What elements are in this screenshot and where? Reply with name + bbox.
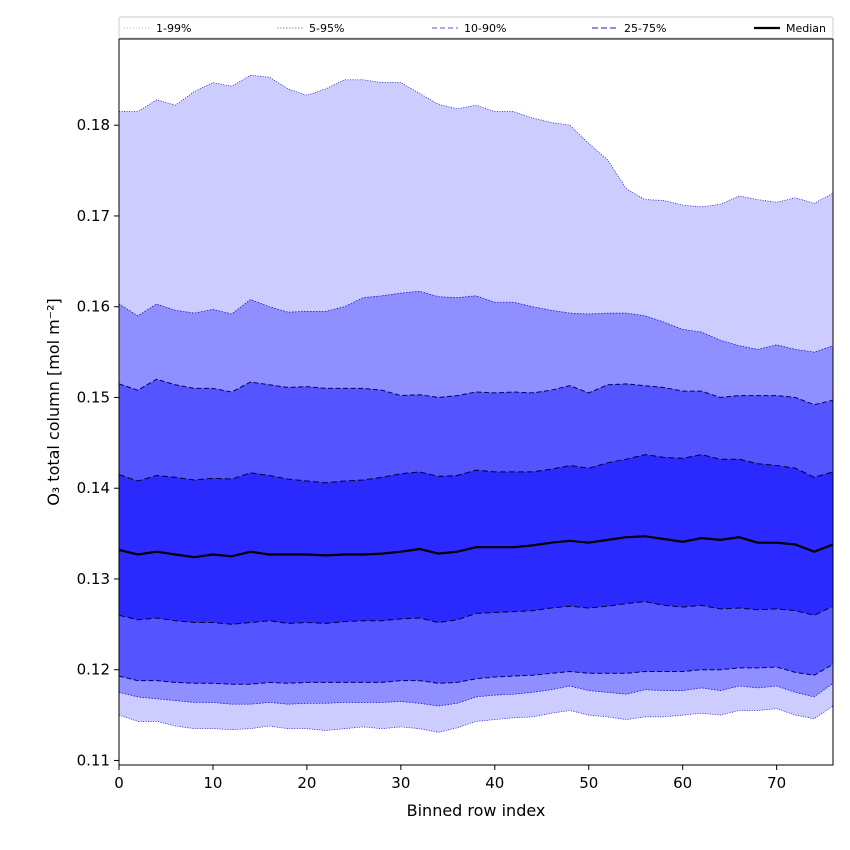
x-tick-label: 40	[485, 774, 504, 792]
plot-frame	[118, 38, 834, 766]
legend-label-1-99%: 1-99%	[156, 22, 191, 35]
legend: 1-99% 5-95% 10-90% 25-75% Median	[118, 16, 834, 39]
band-upper-edge-1-99%	[119, 74, 834, 208]
legend-box	[118, 16, 834, 39]
y-tick-label: 0.13	[77, 570, 110, 588]
y-tick-label: 0.17	[77, 207, 110, 225]
band-upper-edge-5-95%	[118, 290, 834, 353]
band-lower-edge-1-99%	[118, 705, 834, 733]
x-tick-label: 50	[579, 774, 598, 792]
band-lower-edge-10-90%	[118, 663, 834, 685]
y-tick-label: 0.15	[77, 388, 110, 406]
legend-label-25-75%: 25-75%	[624, 22, 666, 35]
band-lower-edge-25-75%	[118, 601, 834, 625]
y-tick-label: 0.11	[77, 751, 110, 769]
legend-label-10-90%: 10-90%	[464, 22, 506, 35]
x-axis: 0 10 20 30 40 50 60 70	[114, 765, 786, 792]
x-tick-label: 30	[391, 774, 410, 792]
legend-label-5-95%: 5-95%	[309, 22, 344, 35]
percentile-bands	[118, 74, 834, 733]
band-25-75%	[119, 454, 833, 625]
x-tick-label: 0	[114, 774, 124, 792]
band-upper-edge-25-75%	[118, 454, 834, 484]
x-tick-label: 70	[767, 774, 786, 792]
x-tick-label: 60	[673, 774, 692, 792]
y-tick-label: 0.18	[77, 116, 110, 134]
legend-label-Median: Median	[786, 22, 826, 35]
y-tick-label: 0.14	[77, 479, 110, 497]
median-line	[118, 535, 834, 559]
median-layer	[118, 535, 834, 559]
x-axis-label: Binned row index	[407, 801, 546, 820]
x-tick-label: 20	[297, 774, 316, 792]
y-tick-label: 0.16	[77, 298, 110, 316]
x-tick-label: 10	[203, 774, 222, 792]
y-axis: 0.11 0.12 0.13 0.14 0.15 0.16 0.17 0.18	[77, 116, 119, 769]
y-axis-label: O₃ total column [mol m⁻²]	[44, 298, 63, 506]
band-lower-edge-5-95%	[118, 683, 834, 707]
y-tick-label: 0.12	[77, 661, 110, 679]
band-upper-edge-10-90%	[118, 378, 834, 406]
